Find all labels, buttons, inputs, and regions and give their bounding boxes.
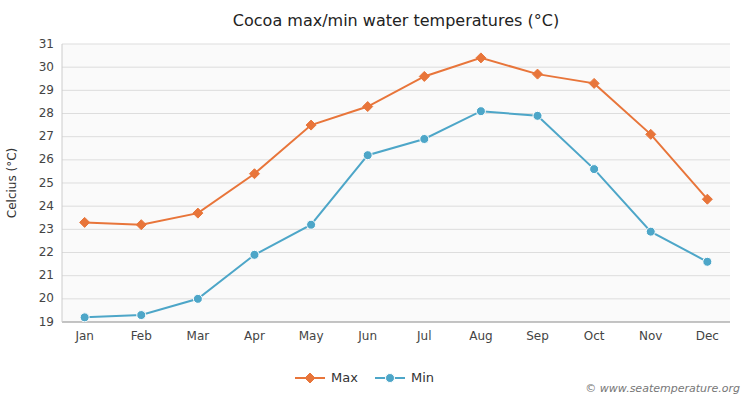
- grid-line: [62, 113, 730, 114]
- y-tick-label: 31: [39, 37, 54, 51]
- point: [136, 220, 146, 230]
- grid-line: [62, 136, 730, 137]
- legend-item: Min: [375, 370, 434, 385]
- legend-marker: [305, 373, 315, 383]
- x-tick-label: Jul: [416, 329, 431, 343]
- y-tick-label: 27: [39, 129, 54, 143]
- plot-area: [62, 44, 730, 322]
- x-tick-label: May: [299, 329, 324, 343]
- point: [646, 227, 655, 236]
- x-tick-label: Sep: [526, 329, 549, 343]
- point: [307, 220, 316, 229]
- x-tick-label: Jun: [357, 329, 377, 343]
- y-axis-line: [62, 44, 63, 322]
- x-tick-label: Jan: [74, 329, 94, 343]
- y-axis: 19 20 21 22 23 24 25 26 27 28 29 30 31: [39, 37, 730, 329]
- x-axis-line: [62, 322, 730, 323]
- x-tick-label: Aug: [469, 329, 492, 343]
- point: [476, 53, 486, 63]
- point: [249, 169, 259, 179]
- legend-item: Max: [295, 370, 358, 385]
- x-axis: Jan Feb Mar Apr May Jun Jul Aug Sep Oct Nov Dec: [74, 329, 719, 343]
- grid-line: [62, 298, 730, 299]
- y-tick-label: 20: [39, 291, 54, 305]
- grid-line: [62, 229, 730, 230]
- point: [646, 129, 656, 139]
- legend-label: Max: [331, 370, 358, 385]
- y-tick-label: 26: [39, 152, 54, 166]
- data-area: [80, 53, 713, 322]
- y-tick-label: 19: [39, 315, 54, 329]
- point: [420, 134, 429, 143]
- point: [363, 102, 373, 112]
- point: [363, 151, 372, 160]
- point: [80, 313, 89, 322]
- chart: 19 20 21 22 23 24 25 26 27 28 29 30 31 Jan Feb Mar Apr Ma…: [0, 0, 750, 400]
- grid-line: [62, 44, 730, 45]
- y-tick-label: 30: [39, 60, 54, 74]
- y-tick-label: 21: [39, 268, 54, 282]
- series-line: [85, 111, 708, 317]
- point: [702, 194, 712, 204]
- point: [419, 71, 429, 81]
- title: Cocoa max/min water temperatures (°C): [233, 11, 559, 30]
- legend-label: Min: [411, 370, 434, 385]
- grid-line: [62, 67, 730, 68]
- point: [250, 250, 259, 259]
- point: [476, 107, 485, 116]
- point: [137, 311, 146, 320]
- x-tick-label: Mar: [187, 329, 210, 343]
- y-tick-label: 22: [39, 245, 54, 259]
- point: [306, 120, 316, 130]
- x-tick-label: Feb: [131, 329, 152, 343]
- x-tick-label: Dec: [696, 329, 719, 343]
- x-tick-label: Oct: [584, 329, 605, 343]
- point: [193, 208, 203, 218]
- point: [703, 257, 712, 266]
- point: [589, 78, 599, 88]
- y-tick-label: 25: [39, 176, 54, 190]
- y-axis-label: Celcius (°C): [5, 148, 19, 218]
- grid-line: [62, 252, 730, 253]
- legend: Max Min: [295, 370, 434, 385]
- point: [193, 294, 202, 303]
- grid-line: [62, 183, 730, 184]
- series-line: [85, 58, 708, 225]
- legend-marker: [386, 374, 395, 383]
- x-tick-label: Apr: [244, 329, 265, 343]
- grid-line: [62, 159, 730, 160]
- y-tick-label: 24: [39, 199, 54, 213]
- point: [590, 165, 599, 174]
- point: [80, 217, 90, 227]
- grid-line: [62, 206, 730, 207]
- y-tick-label: 28: [39, 106, 54, 120]
- point: [533, 111, 542, 120]
- x-tick-label: Nov: [639, 329, 662, 343]
- y-tick-label: 29: [39, 83, 54, 97]
- point: [533, 69, 543, 79]
- grid-line: [62, 322, 730, 323]
- y-tick-label: 23: [39, 222, 54, 236]
- watermark: © www.seatemperature.org: [585, 382, 740, 395]
- grid-line: [62, 275, 730, 276]
